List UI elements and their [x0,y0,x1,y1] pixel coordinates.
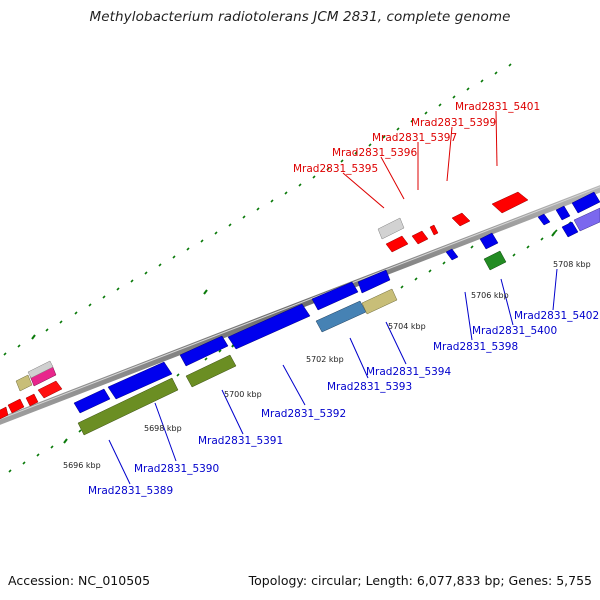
gene-block[interactable] [27,360,54,379]
scale-tick-label: 5700 kbp [224,390,262,399]
gene-label[interactable]: Mrad2831_5401 [455,101,540,113]
gene-block[interactable] [483,250,507,271]
gene-arrow[interactable] [561,221,579,238]
gene-label[interactable]: Mrad2831_5397 [372,132,457,144]
scale-tick-label: 5702 kbp [306,355,344,364]
gene-label[interactable]: Mrad2831_5390 [134,463,219,475]
gene-arrow[interactable] [537,213,551,226]
scale-tick-label: 5706 kbp [471,291,509,300]
gene-label[interactable]: Mrad2831_5391 [198,435,283,447]
scale-tick-label: 5696 kbp [63,461,101,470]
gene-label[interactable]: Mrad2831_5394 [366,366,451,378]
scale-tick-label: 5698 kbp [144,424,182,433]
gene-block[interactable] [77,377,179,436]
gene-arrow[interactable] [73,388,111,414]
gene-label[interactable]: Mrad2831_5389 [88,485,173,497]
accession-text: Accession: NC_010505 [8,573,151,588]
gene-arrow[interactable] [179,335,229,367]
gene-arrow[interactable] [311,281,359,311]
forward-genes [0,191,529,420]
forward-tick-track-visible [3,63,512,356]
gene-label[interactable]: Mrad2831_5392 [261,408,346,420]
forward-gene-labels: Mrad2831_5395 Mrad2831_5396 Mrad2831_539… [293,101,540,175]
gene-arrow[interactable] [429,224,439,236]
gene-arrow[interactable] [25,393,39,407]
gene-block[interactable] [185,354,237,388]
gene-label[interactable]: Mrad2831_5402 [514,310,599,322]
gene-label[interactable]: Mrad2831_5393 [327,381,412,393]
gene-arrow[interactable] [555,205,571,221]
scale-tick-label: 5708 kbp [553,260,591,269]
gene-arrow[interactable] [7,398,25,414]
gene-arrow[interactable] [37,380,63,399]
gene-arrow[interactable] [479,232,499,250]
gene-label[interactable]: Mrad2831_5400 [472,325,557,337]
genome-summary-text: Topology: circular; Length: 6,077,833 bp… [248,573,592,588]
gene-block[interactable] [361,288,398,315]
gene-label[interactable]: Mrad2831_5396 [332,147,417,159]
gene-arrow[interactable] [0,406,9,420]
gene-block[interactable] [573,207,600,232]
gene-label[interactable]: Mrad2831_5395 [293,163,378,175]
reverse-genes [73,191,600,436]
gene-label[interactable]: Mrad2831_5399 [411,117,496,129]
gene-arrow[interactable] [227,303,311,350]
reverse-gene-labels: Mrad2831_5389 Mrad2831_5390 Mrad2831_539… [88,310,599,497]
gene-arrow[interactable] [107,361,173,400]
gene-block[interactable] [377,217,405,240]
scale-tick-label: 5704 kbp [388,322,426,331]
gene-arrow[interactable] [491,191,529,214]
gene-arrow[interactable] [445,248,459,261]
gene-arrow[interactable] [451,212,471,227]
gene-arrow[interactable] [411,230,429,245]
gene-arrow[interactable] [385,235,409,253]
gene-label[interactable]: Mrad2831_5398 [433,341,518,353]
gene-arrow[interactable] [357,269,391,294]
scale-labels: 5696 kbp 5698 kbp 5700 kbp 5702 kbp 5704… [63,260,591,470]
label-leaders [108,110,558,485]
page-title: Methylobacterium radiotolerans JCM 2831,… [89,9,511,25]
gene-arrow[interactable] [571,191,600,214]
gene-block[interactable] [15,374,33,392]
